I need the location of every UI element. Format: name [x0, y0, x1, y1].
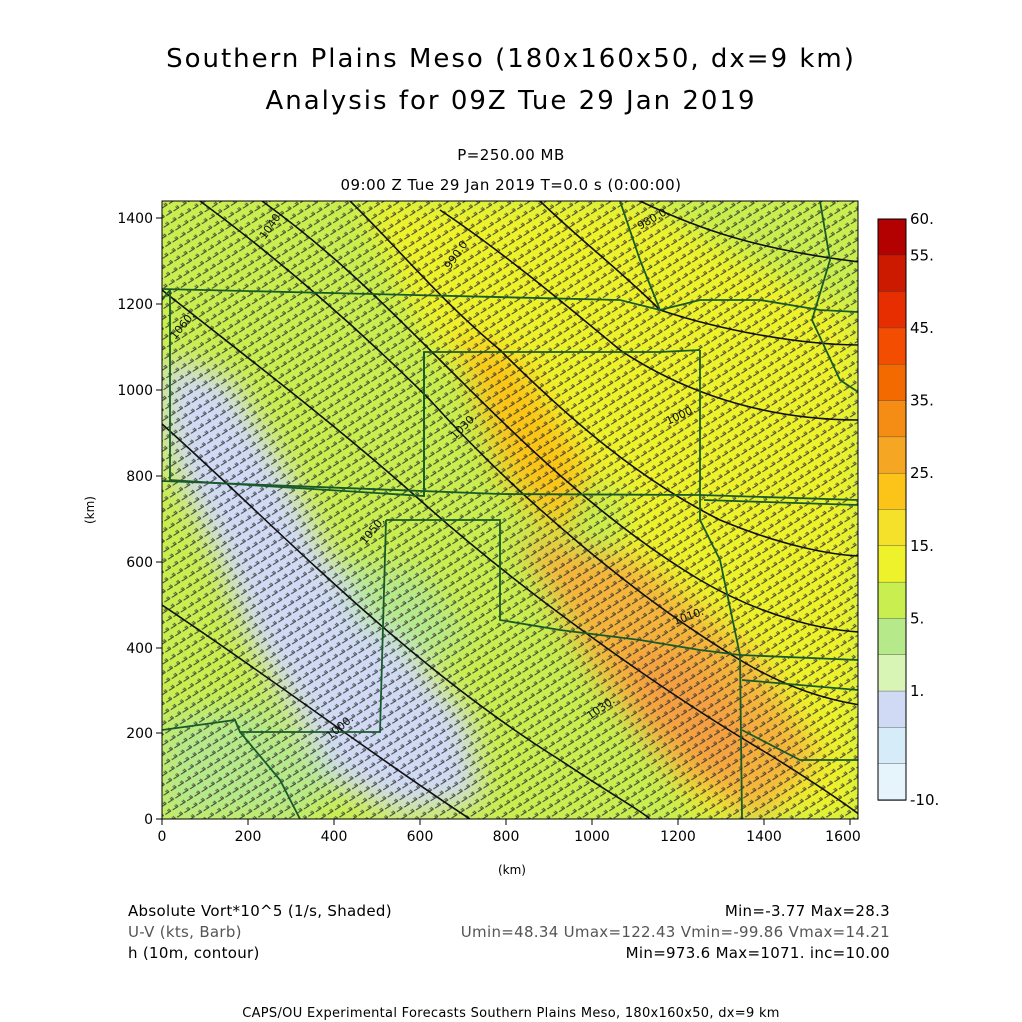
- field1-name: Absolute Vort*10^5 (1/s, Shaded): [128, 902, 392, 920]
- colorbar-swatch: [877, 400, 907, 438]
- axis-ticks: [156, 217, 851, 825]
- colorbar-swatch: [877, 327, 907, 365]
- x-tick-label: 200: [235, 829, 262, 845]
- caption: CAPS/OU Experimental Forecasts Southern …: [242, 1006, 780, 1021]
- colorbar-swatch: [877, 727, 907, 765]
- y-tick-label: 600: [126, 555, 153, 571]
- chart-subtitle: Analysis for 09Z Tue 29 Jan 2019: [265, 86, 757, 116]
- y-tick-label: 1000: [117, 383, 153, 399]
- colorbar-swatch: [877, 472, 907, 511]
- field3-stats: Min=973.6 Max=1071. inc=10.00: [625, 944, 890, 962]
- height-contours: [162, 201, 858, 819]
- colorbar-swatch: [877, 509, 907, 547]
- colorbar: 60. 55. 45. 35. 25. 15. 5. 1. -10.: [877, 210, 939, 809]
- colorbar-swatch: [877, 581, 907, 620]
- colorbar-swatch: [877, 763, 907, 801]
- colorbar-swatch: [877, 545, 907, 583]
- colorbar-swatch: [877, 654, 907, 692]
- x-tick-label: 1600: [825, 829, 861, 845]
- colorbar-label: 5.: [910, 609, 924, 627]
- y-tick-labels: 0 200 400 600 800 1000 1200 1400: [117, 211, 153, 828]
- colorbar-label: 15.: [910, 537, 934, 555]
- colorbar-label: 45.: [910, 319, 934, 337]
- x-tick-label: 400: [321, 829, 348, 845]
- plot-frame: [161, 200, 859, 820]
- colorbar-label: -10.: [910, 791, 939, 809]
- colorbar-frame: [877, 218, 907, 801]
- x-axis-label: (km): [498, 863, 526, 877]
- colorbar-swatch: [877, 364, 907, 402]
- x-tick-label: 600: [407, 829, 434, 845]
- x-tick-label: 0: [158, 829, 167, 845]
- colorbar-label: 60.: [910, 210, 934, 228]
- y-tick-label: 1400: [117, 211, 153, 227]
- colorbar-label: 1.: [910, 682, 924, 700]
- field2-name: U-V (kts, Barb): [128, 923, 242, 941]
- y-tick-label: 1200: [117, 297, 153, 313]
- colorbar-swatch: [877, 618, 907, 656]
- x-tick-labels: 0 200 400 600 800 1000 1200 1400 1600: [158, 829, 861, 845]
- colorbar-label: 55.: [910, 246, 934, 264]
- y-tick-label: 200: [126, 726, 153, 742]
- colorbar-swatch: [877, 436, 907, 474]
- colorbar-label: 25.: [910, 464, 934, 482]
- y-tick-label: 800: [126, 469, 153, 485]
- field3-name: h (10m, contour): [128, 944, 260, 962]
- colorbar-swatch: [877, 255, 907, 293]
- y-tick-label: 400: [126, 641, 153, 657]
- valid-time: 09:00 Z Tue 29 Jan 2019 T=0.0 s (0:00:00…: [340, 176, 682, 194]
- colorbar-swatch: [877, 291, 907, 329]
- state-boundaries: [162, 201, 858, 819]
- field2-stats: Umin=48.34 Umax=122.43 Vmin=-99.86 Vmax=…: [460, 923, 890, 941]
- shaded-field: [162, 201, 858, 819]
- pressure-level: P=250.00 MB: [457, 146, 565, 164]
- x-tick-label: 1200: [660, 829, 696, 845]
- chart-title: Southern Plains Meso (180x160x50, dx=9 k…: [166, 44, 856, 74]
- x-tick-label: 1000: [574, 829, 610, 845]
- y-axis-label: (km): [83, 496, 97, 524]
- colorbar-swatch: [877, 218, 907, 257]
- x-tick-label: 800: [493, 829, 520, 845]
- colorbar-label: 35.: [910, 392, 934, 410]
- colorbar-swatch: [877, 690, 907, 729]
- x-tick-label: 1400: [746, 829, 782, 845]
- field1-stats: Min=-3.77 Max=28.3: [724, 902, 890, 920]
- y-tick-label: 0: [144, 812, 153, 828]
